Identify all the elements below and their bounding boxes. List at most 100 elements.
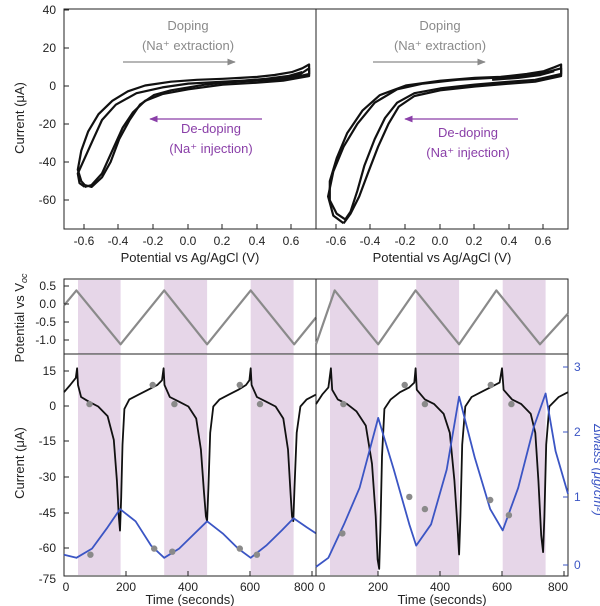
cv-right-trace-2: [492, 70, 555, 81]
cv-left-xtick-04: 0.4: [249, 234, 266, 248]
potential-right-curve: [314, 289, 569, 346]
cv-left-xtick-m06: -0.6: [74, 234, 95, 248]
potential-ytick-00: 0.0: [39, 297, 56, 311]
potential-right-panel: [314, 278, 569, 355]
cv-left-extraction-label: (Na⁺ extraction): [142, 38, 234, 53]
current-ylabel: Current (μA): [12, 427, 27, 499]
current-right-xtick-0: 0: [319, 580, 326, 594]
current-left-trace: [63, 367, 317, 532]
cv-left-ytick-20: 20: [43, 41, 57, 55]
current-left-marker: [86, 400, 93, 408]
cv-left-trace-1: [76, 67, 311, 188]
mass-ytick-marks: [563, 366, 568, 566]
mass-left-marker: [151, 545, 158, 552]
cv-left-panel: 40 20 0 -20 -40 -60 -0.6 -0.4 -0.2 0.0 0…: [12, 3, 317, 265]
current-ytick-marks: [64, 370, 69, 549]
cv-left-xtick-00: 0.0: [180, 234, 197, 248]
potential-right-shading: [330, 280, 546, 354]
mass-right-marker: [505, 512, 513, 519]
mass-ytick-0: 0: [574, 558, 581, 572]
cv-right-doping-label: Doping: [419, 18, 460, 33]
mass-ylabel: ΔMass (μg/cm²): [591, 423, 600, 516]
current-right-panel: 0 200 400 600 800 Time (seconds) 0 1 2 3…: [315, 353, 600, 606]
current-left-xtick-0: 0: [63, 580, 70, 594]
potential-left-panel: 0.5 0.0 -0.5 -1.0 Potential vs Voc: [12, 273, 317, 363]
potential-ytick-m05: -0.5: [35, 315, 56, 329]
current-left-shade-band: [250, 355, 294, 575]
cv-right-xtick-m02: -0.2: [395, 234, 416, 248]
current-right-xtick-600: 600: [492, 580, 512, 594]
cv-left-ytick-m60: -60: [39, 193, 57, 207]
current-left-xtick-600: 600: [240, 580, 260, 594]
mass-left-marker: [87, 551, 94, 558]
cv-left-xtick-marks: [83, 224, 292, 229]
cv-right-frame: [315, 8, 569, 230]
current-right-trace: [315, 367, 569, 570]
mass-left-marker: [236, 545, 243, 552]
current-left-marker: [171, 400, 178, 408]
cv-left-ytick-40: 40: [43, 3, 57, 17]
current-left-marker: [256, 400, 264, 408]
cv-left-xlabel: Potential vs Ag/AgCl (V): [121, 250, 260, 265]
current-ytick-m30: -30: [39, 470, 57, 484]
cv-left-ytick-m40: -40: [39, 155, 57, 169]
cv-right-trace-0: [328, 63, 563, 221]
mass-right-marker: [421, 505, 429, 513]
potential-ylabel-main: Potential vs V: [12, 283, 27, 363]
current-ytick-0: 0: [49, 399, 56, 413]
cv-left-ytick-marks: [64, 9, 69, 201]
cv-right-xtick-m06: -0.6: [326, 234, 347, 248]
mass-ytick-1: 1: [574, 490, 581, 504]
current-ytick-m45: -45: [39, 506, 57, 520]
current-right-marker: [401, 381, 408, 389]
current-right-marker: [508, 400, 515, 408]
current-right-marker: [340, 400, 347, 408]
mass-left-marker: [253, 551, 261, 558]
cv-right-extraction-label: (Na⁺ extraction): [394, 38, 486, 53]
cv-right-dedoping-label: De-doping: [438, 125, 498, 140]
mass-ytick-3: 3: [574, 360, 581, 374]
cv-right-xtick-00: 0.0: [432, 234, 449, 248]
current-right-xtick-marks: [315, 571, 565, 576]
current-left-shade-band: [164, 355, 208, 575]
mass-right-marker: [487, 496, 494, 504]
current-right-marker: [421, 400, 429, 408]
potential-right-shade-band: [330, 280, 379, 354]
cv-right-trace-1: [327, 67, 563, 225]
current-left-xtick-400: 400: [178, 580, 198, 594]
current-left-marker: [149, 381, 156, 389]
mass-ytick-2: 2: [574, 425, 581, 439]
potential-right-trace: [314, 289, 569, 346]
mass-right-marker: [406, 493, 413, 501]
cv-left-trace-2: [243, 71, 303, 82]
mass-left-marker: [169, 548, 176, 555]
potential-ylabel: Potential vs Voc: [12, 273, 29, 363]
current-left-xtick-marks: [63, 571, 313, 576]
cv-left-xtick-02: 0.2: [214, 234, 231, 248]
potential-ytick-05: 0.5: [39, 279, 56, 293]
current-right-shade-band: [416, 355, 460, 575]
cv-right-injection-label: (Na⁺ injection): [426, 145, 509, 160]
current-left-xlabel: Time (seconds): [145, 592, 234, 606]
cv-left-xtick-m04: -0.4: [108, 234, 129, 248]
cv-left-ytick-0: 0: [49, 79, 56, 93]
cv-left-xtick-06: 0.6: [283, 234, 300, 248]
cv-right-xtick-marks: [335, 224, 544, 229]
cv-right-xtick-06: 0.6: [535, 234, 552, 248]
current-left-xtick-200: 200: [116, 580, 136, 594]
potential-left-shading: [78, 280, 294, 354]
current-left-marker: [236, 381, 243, 389]
cv-right-xlabel: Potential vs Ag/AgCl (V): [373, 250, 512, 265]
potential-ytick-m10: -1.0: [35, 333, 56, 347]
mass-left-trace: [63, 508, 317, 559]
current-left-xtick-800: 800: [294, 580, 314, 594]
current-ytick-m75: -75: [39, 572, 57, 586]
mass-right-marker: [339, 530, 346, 537]
current-right-shading: [330, 355, 546, 575]
cv-left-curves: [76, 63, 311, 188]
current-right-xlabel: Time (seconds): [397, 592, 486, 606]
cv-left-dedoping-label: De-doping: [181, 121, 241, 136]
potential-ytick-marks: [64, 285, 69, 341]
cv-left-ylabel: Current (μA): [12, 82, 27, 154]
